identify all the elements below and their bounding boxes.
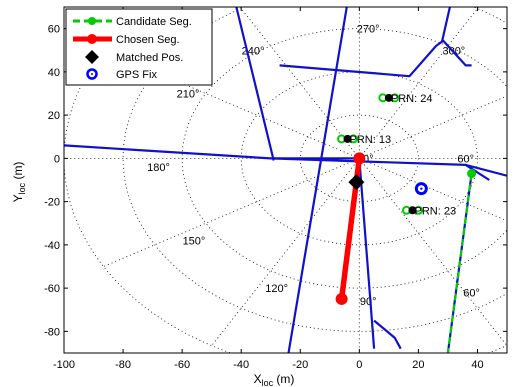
x-tick-label: 40 <box>471 359 483 371</box>
matched-position-marker <box>348 174 365 191</box>
x-tick-label: 0 <box>356 359 362 371</box>
legend-gps-dot <box>91 73 93 75</box>
x-tick-label: -80 <box>115 359 131 371</box>
chosen-endpoint <box>335 292 348 305</box>
y-tick-label: 60 <box>48 24 60 36</box>
candidate-line <box>446 173 473 353</box>
y-tick-label: -80 <box>44 326 60 338</box>
x-tick-label: -100 <box>53 359 75 371</box>
legend-gps-marker <box>86 68 98 80</box>
satellite-markers: PRN: 24 PRN: 13 PRN: 23 <box>337 93 456 217</box>
polar-angle-label: 60° <box>463 287 480 299</box>
polar-angle-label: 180° <box>147 162 170 174</box>
road-line <box>235 7 275 161</box>
y-axis-label: Yloc (m) <box>11 162 27 203</box>
satellite-label: PRN: 23 <box>414 205 456 217</box>
legend-matched-marker <box>85 50 99 64</box>
gps-fix-marker <box>414 182 428 196</box>
y-tick-label: 40 <box>48 67 60 79</box>
y-tick-label: 20 <box>48 110 60 122</box>
candidate-segments <box>446 169 477 353</box>
polar-angle-label: 120° <box>265 283 288 295</box>
position-markers <box>348 174 428 196</box>
road-line <box>279 7 452 78</box>
polar-angle-label: 60° <box>457 153 474 165</box>
satellite-label: PRN: 13 <box>350 134 392 146</box>
x-tick-label: -40 <box>233 359 249 371</box>
polar-ring <box>181 28 507 289</box>
x-tick-label: -60 <box>174 359 190 371</box>
polar-angle-label: 270° <box>357 24 380 36</box>
candidate-endpoint <box>467 169 477 179</box>
road-line <box>64 144 507 177</box>
satellite-marker <box>343 134 352 143</box>
polar-angle-label: 90° <box>360 296 377 308</box>
chosen-endpoint <box>353 152 366 165</box>
satellite-marker <box>384 93 393 102</box>
polar-angle-label: 210° <box>177 89 200 101</box>
polar-angle-label: 150° <box>183 236 206 248</box>
legend-matched-label: Matched Pos. <box>116 52 183 64</box>
x-tick-label: -20 <box>292 359 308 371</box>
legend: Candidate Seg. Chosen Seg. Matched Pos. … <box>65 8 213 86</box>
legend-candidate-marker <box>88 17 96 25</box>
road-line <box>441 38 472 67</box>
road-line <box>465 163 490 181</box>
legend-chosen-label: Chosen Seg. <box>116 34 180 46</box>
legend-gps-label: GPS Fix <box>116 69 157 81</box>
gps-fix-dot <box>420 187 423 190</box>
y-tick-label: 0 <box>54 153 60 165</box>
y-tick-label: -20 <box>44 197 60 209</box>
x-axis-label: Xloc (m) <box>254 372 295 387</box>
axis-ticks: -100 -80 -60 -40 -20 0 20 40 -80 -60 -40 -20 0 20 40 60 <box>44 7 507 371</box>
satellite-label: PRN: 24 <box>391 93 433 105</box>
legend-chosen-marker <box>87 34 97 44</box>
polar-ring <box>299 114 419 203</box>
road-network <box>64 7 507 353</box>
satellite-marker <box>408 206 417 215</box>
x-tick-label: 20 <box>412 359 424 371</box>
y-tick-label: -60 <box>44 283 60 295</box>
road-line <box>373 319 402 350</box>
road-line <box>358 158 376 349</box>
road-line <box>287 7 348 353</box>
plot-frame <box>63 6 508 354</box>
y-tick-label: -40 <box>44 240 60 252</box>
legend-candidate-label: Candidate Seg. <box>116 16 192 28</box>
